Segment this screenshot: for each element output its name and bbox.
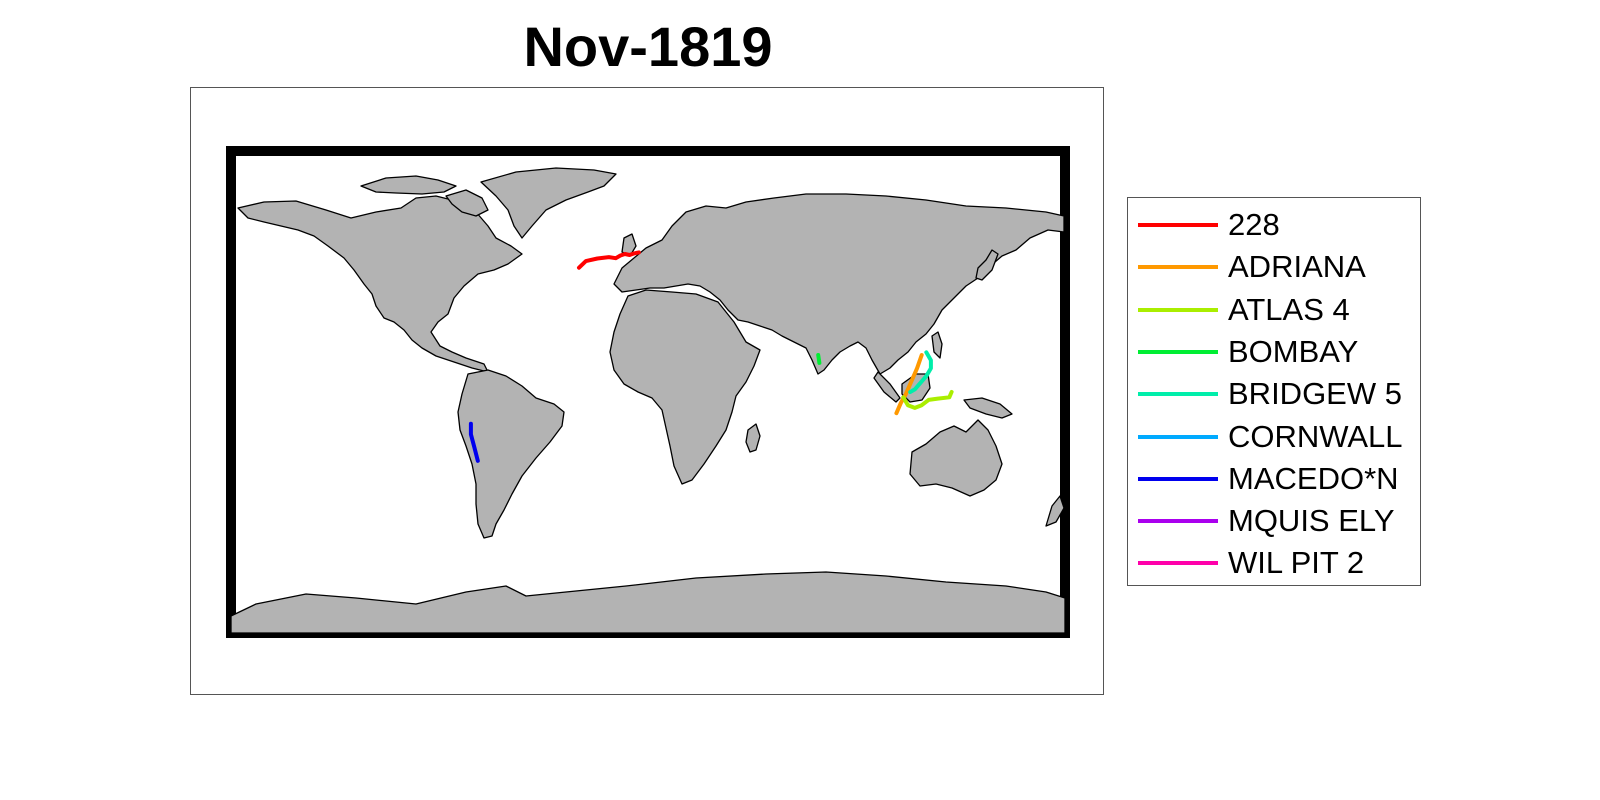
track-adriana	[894, 353, 924, 416]
legend-label: MQUIS ELY	[1228, 503, 1395, 539]
philippines	[931, 331, 943, 359]
greenland	[480, 167, 617, 239]
south-america	[457, 369, 565, 539]
new-zealand	[1045, 495, 1065, 527]
legend-label: MACEDO*N	[1228, 460, 1399, 496]
legend-swatch	[1138, 392, 1218, 397]
arctic-islands	[360, 175, 457, 195]
new-guinea	[963, 397, 1013, 419]
legend-item: ADRIANA	[1138, 246, 1366, 288]
map-title: Nov-1819	[523, 15, 773, 78]
legend-item: BOMBAY	[1138, 331, 1358, 373]
north-america	[237, 195, 523, 373]
legend-label: BRIDGEW 5	[1228, 376, 1402, 412]
baffin-island	[445, 189, 489, 217]
australia	[909, 419, 1003, 497]
legend-item: ATLAS 4	[1138, 289, 1350, 331]
legend-item: MACEDO*N	[1138, 458, 1399, 500]
legend-item: 228	[1138, 204, 1280, 246]
japan	[975, 249, 999, 281]
legend-item: WIL PIT 2	[1138, 542, 1364, 584]
legend-item: MQUIS ELY	[1138, 500, 1395, 542]
world-map	[226, 146, 1070, 638]
legend-swatch	[1138, 349, 1218, 354]
legend-swatch	[1138, 307, 1218, 312]
legend-swatch	[1138, 519, 1218, 524]
legend-swatch	[1138, 265, 1218, 270]
land-masses	[230, 167, 1066, 634]
track-bombay	[816, 353, 822, 365]
uk	[621, 233, 637, 257]
track-bridgew-5	[908, 350, 933, 394]
antarctica	[230, 571, 1066, 634]
track-macedo-n	[468, 421, 480, 463]
legend-label: ADRIANA	[1228, 249, 1366, 285]
track-atlas-4	[901, 390, 954, 410]
sumatra	[873, 371, 901, 403]
legend-swatch	[1138, 561, 1218, 566]
legend-label: WIL PIT 2	[1228, 545, 1365, 581]
legend: 228 ADRIANA ATLAS 4 BOMBAY BRIDGEW 5 CORNWALL…	[1127, 197, 1421, 586]
legend-swatch	[1138, 223, 1218, 227]
legend-label: BOMBAY	[1228, 333, 1359, 369]
legend-label: 228	[1228, 207, 1280, 242]
legend-label: CORNWALL	[1228, 418, 1403, 454]
ship-tracks	[468, 250, 954, 463]
legend-item: BRIDGEW 5	[1138, 373, 1402, 415]
madagascar	[745, 423, 761, 453]
legend-swatch	[1138, 476, 1218, 481]
legend-item: CORNWALL	[1138, 416, 1403, 458]
eurasia	[613, 193, 1065, 375]
africa	[609, 289, 761, 485]
legend-swatch	[1138, 434, 1218, 439]
legend-label: ATLAS 4	[1228, 291, 1350, 327]
track-228	[577, 250, 641, 270]
